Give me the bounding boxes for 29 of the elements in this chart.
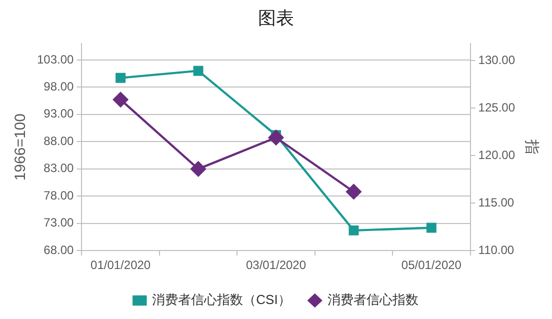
y2-tick-label: 130.00 xyxy=(478,53,516,68)
y-tick-label: 98.00 xyxy=(44,79,74,94)
point xyxy=(193,66,204,76)
chart-title: 图表 xyxy=(258,8,294,28)
y-axis-title: 1966=100 xyxy=(12,114,30,181)
y-tick-label: 68.00 xyxy=(44,242,74,257)
y2-tick-label: 110.00 xyxy=(478,242,514,257)
y2-tick-label: 120.00 xyxy=(478,148,516,162)
y-tick-label: 93.00 xyxy=(44,106,74,121)
point xyxy=(426,222,436,233)
y2-tick-label: 115.00 xyxy=(478,195,514,210)
point xyxy=(116,72,126,83)
x-tick-label: 03/01/2020 xyxy=(246,258,306,272)
y-tick-label: 83.00 xyxy=(44,161,74,176)
y-tick-label: 103.00 xyxy=(37,52,74,66)
y-tick-label: 73.00 xyxy=(44,216,74,230)
y-tick-label: 78.00 xyxy=(44,188,74,202)
point xyxy=(112,92,128,108)
point xyxy=(346,184,362,200)
point xyxy=(348,225,359,236)
point xyxy=(268,130,284,146)
point xyxy=(190,161,206,177)
legend-label: 消费者信心指数（CSI） xyxy=(152,292,291,308)
x-tick-label: 01/01/2020 xyxy=(90,258,151,272)
y2-tick-label: 125.00 xyxy=(478,100,516,114)
legend-label: 消费者信心指数 xyxy=(327,292,418,308)
y2-axis-title: 指 xyxy=(522,138,540,155)
x-tick-label: 05/01/2020 xyxy=(401,258,462,272)
y-tick-label: 88.00 xyxy=(44,134,74,148)
